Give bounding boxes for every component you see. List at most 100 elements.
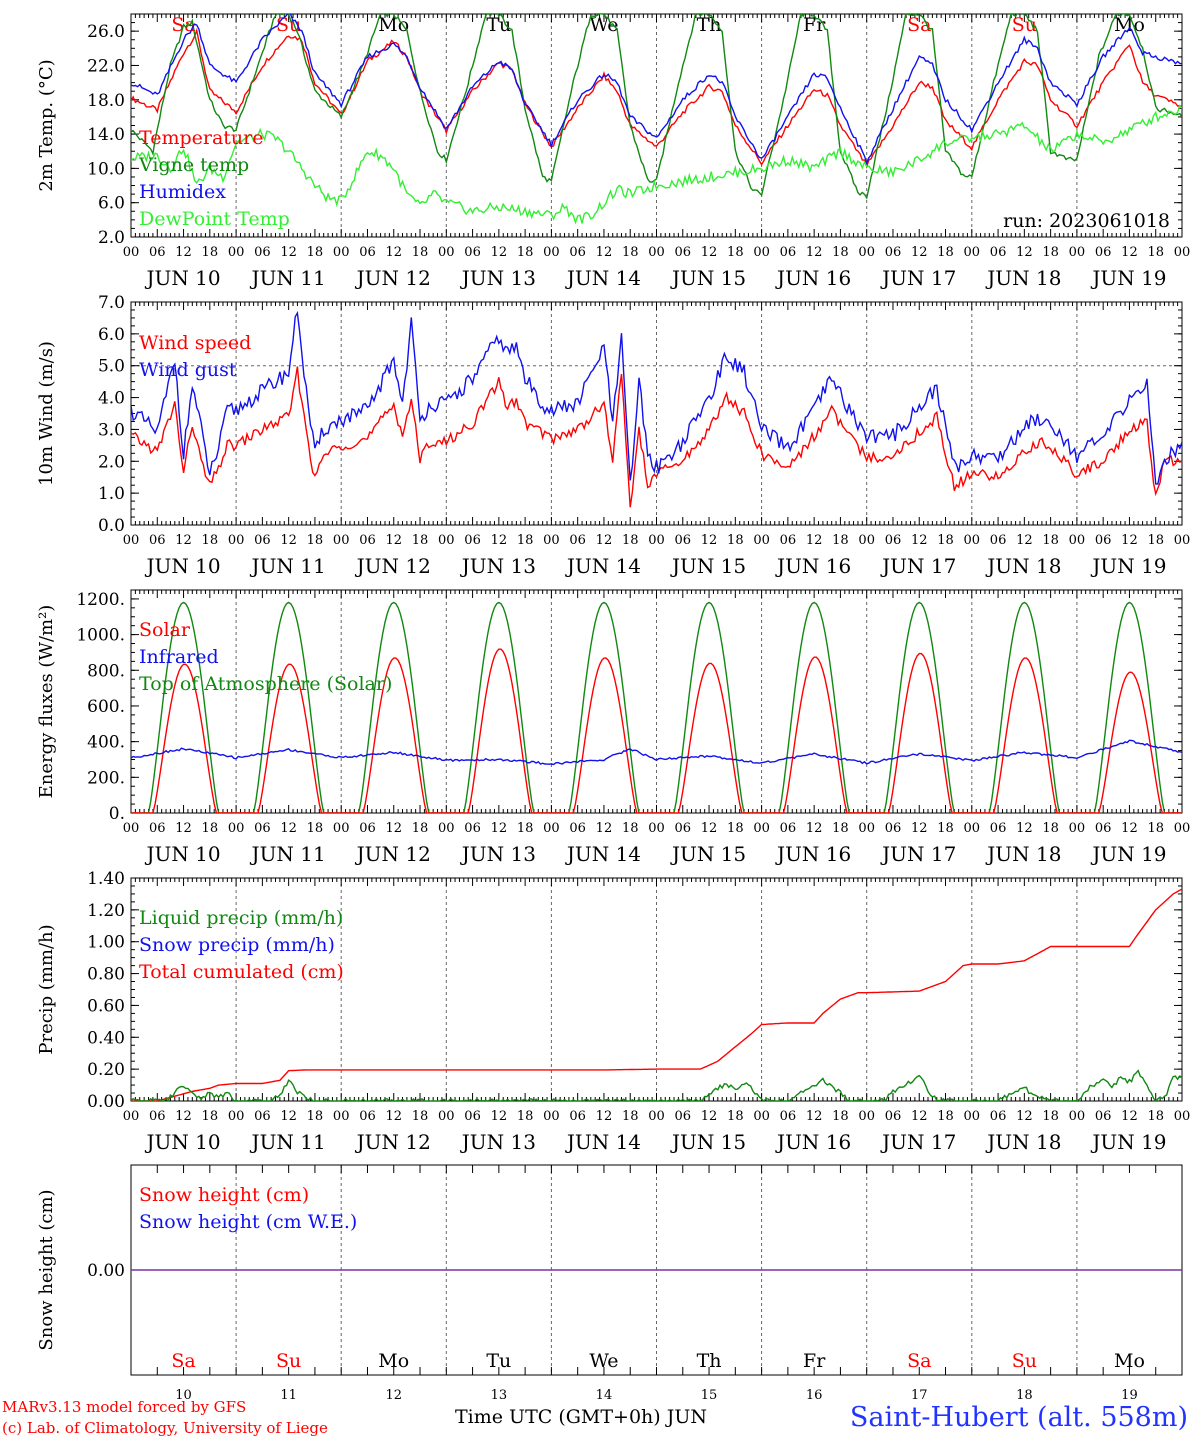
date-label: JUN 15	[670, 554, 746, 578]
hour-label: 12	[280, 821, 297, 836]
hour-label: 12	[491, 1109, 508, 1124]
hour-label: 00	[228, 821, 245, 836]
station-name: Saint-Hubert (alt. 558m)	[849, 1402, 1188, 1433]
hour-label: 18	[202, 245, 219, 260]
y-tick-label: 6.0	[98, 194, 125, 214]
hour-label: 12	[806, 821, 823, 836]
weekday-label: Su	[1012, 1350, 1037, 1372]
date-label: JUN 11	[250, 842, 326, 866]
hour-label: 06	[1095, 1109, 1112, 1124]
date-number-label: 13	[491, 1388, 508, 1403]
hour-label: 00	[228, 533, 245, 548]
hour-label: 12	[701, 821, 718, 836]
date-label: JUN 17	[880, 842, 956, 866]
series-total-cumulated-cm	[131, 888, 1182, 1101]
hour-label: 18	[727, 533, 744, 548]
hour-label: 18	[1147, 821, 1164, 836]
hour-label: 12	[911, 245, 928, 260]
date-label: JUN 16	[775, 554, 851, 578]
y-tick-label: 1.0	[98, 484, 125, 504]
weekday-label: Fr	[803, 1350, 826, 1372]
hour-label: 18	[727, 245, 744, 260]
hour-label: 12	[701, 1109, 718, 1124]
hour-label: 00	[858, 245, 875, 260]
y-tick-label: 22.0	[87, 56, 125, 76]
date-label: JUN 12	[355, 554, 431, 578]
hour-label: 12	[491, 245, 508, 260]
date-label: JUN 14	[565, 842, 641, 866]
hour-label: 06	[464, 245, 481, 260]
hour-label: 06	[359, 245, 376, 260]
weekday-label: Tu	[486, 14, 511, 36]
hour-label: 12	[385, 1109, 402, 1124]
date-number-label: 15	[701, 1388, 718, 1403]
date-label: JUN 19	[1090, 1130, 1166, 1154]
hour-label: 18	[832, 245, 849, 260]
hour-label: 06	[569, 533, 586, 548]
date-label: JUN 10	[144, 1130, 220, 1154]
date-label: JUN 10	[144, 842, 220, 866]
hour-label: 18	[412, 533, 429, 548]
hour-label: 18	[517, 533, 534, 548]
hour-label: 12	[1121, 533, 1138, 548]
hour-label: 12	[175, 245, 192, 260]
hour-label: 12	[701, 533, 718, 548]
hour-label: 12	[806, 245, 823, 260]
hour-label: 18	[727, 1109, 744, 1124]
hour-label: 00	[753, 821, 770, 836]
y-tick-label: 4.0	[98, 389, 125, 409]
hour-label: 12	[385, 821, 402, 836]
date-number-label: 16	[806, 1388, 823, 1403]
hour-label: 00	[1069, 533, 1086, 548]
hour-label: 06	[254, 245, 271, 260]
plot-frame	[130, 13, 1183, 238]
hour-label: 12	[911, 1109, 928, 1124]
hour-label: 18	[1042, 533, 1059, 548]
weekday-label: Th	[697, 14, 722, 36]
hour-label: 12	[911, 821, 928, 836]
weekday-label: Sa	[171, 1350, 195, 1372]
date-label: JUN 12	[355, 842, 431, 866]
hour-label: 00	[543, 245, 560, 260]
hour-label: 12	[596, 245, 613, 260]
y-axis-label: Precip (mm/h)	[36, 924, 57, 1054]
temp-panel: 2.0 6.0 10.0 14.0 18.0 22.0 26.0 2m Temp. (°C) 0…	[36, 13, 1190, 290]
hour-label: 06	[780, 245, 797, 260]
hour-label: 00	[438, 533, 455, 548]
hour-label: 18	[1147, 533, 1164, 548]
y-tick-label: 5.0	[98, 357, 125, 377]
hour-label: 06	[569, 245, 586, 260]
series-temperature	[131, 27, 1182, 169]
hour-label: 06	[990, 821, 1007, 836]
hour-label: 18	[832, 533, 849, 548]
hour-label: 06	[990, 533, 1007, 548]
snow-panel: 0.00 Snow height (cm) Sa Su Mo Tu We Th Fr Sa Su Mo…	[36, 1164, 1183, 1403]
hour-label: 00	[543, 821, 560, 836]
hour-label: 12	[596, 821, 613, 836]
hour-label: 18	[622, 1109, 639, 1124]
y-tick-label: 0.00	[87, 1261, 125, 1281]
weekday-label: We	[589, 1350, 618, 1372]
date-label: JUN 13	[460, 842, 536, 866]
hour-label: 12	[1121, 821, 1138, 836]
hour-label: 00	[858, 821, 875, 836]
weekday-label: Su	[276, 1350, 301, 1372]
hour-label: 12	[385, 533, 402, 548]
date-label: JUN 18	[985, 1130, 1061, 1154]
y-tick-label: 14.0	[87, 125, 125, 145]
hour-label: 06	[359, 821, 376, 836]
series-humidex	[131, 14, 1182, 166]
hour-label: 18	[1042, 1109, 1059, 1124]
hour-label: 12	[806, 533, 823, 548]
hour-label: 00	[753, 1109, 770, 1124]
y-tick-label: 6.0	[98, 325, 125, 345]
hour-label: 18	[832, 1109, 849, 1124]
hour-label: 06	[990, 1109, 1007, 1124]
hour-label: 00	[1174, 821, 1191, 836]
hour-label: 12	[911, 533, 928, 548]
hour-label: 00	[648, 533, 665, 548]
hour-label: 06	[464, 821, 481, 836]
hour-label: 00	[1069, 821, 1086, 836]
y-tick-label: 0.0	[98, 516, 125, 536]
date-label: JUN 10	[144, 554, 220, 578]
